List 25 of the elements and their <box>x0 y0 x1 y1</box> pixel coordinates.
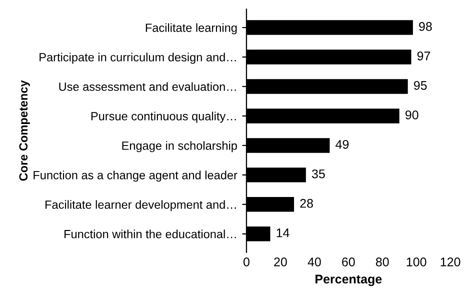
x-axis-title: Percentage <box>316 274 382 286</box>
x-tick-label: 80 <box>376 258 389 266</box>
y-tick-label: Function as a change agent and leader <box>34 170 238 182</box>
x-tick-label: 40 <box>308 258 321 266</box>
data-label: 14 <box>276 228 290 238</box>
y-tick-label: Facilitate learner development and… <box>46 200 236 212</box>
y-tick-label: Pursue continuous quality… <box>91 112 236 123</box>
data-label: 98 <box>419 22 432 31</box>
data-label: 90 <box>405 110 418 120</box>
data-label: 28 <box>300 198 313 208</box>
x-tick-label: 60 <box>342 258 355 266</box>
x-tick-label: 20 <box>274 258 287 266</box>
y-tick-label: Engage in scholarship <box>122 141 237 152</box>
x-tick-label: 120 <box>440 258 460 266</box>
data-label: 49 <box>336 140 349 149</box>
y-tick-label: Use assessment and evaluation… <box>59 82 236 91</box>
y-tick-label: Participate in curriculum design and… <box>40 52 236 64</box>
x-tick-label: 0 <box>243 258 250 266</box>
y-tick-label: Function within the educational… <box>64 230 236 238</box>
x-tick-label: 100 <box>406 258 426 266</box>
data-label: 35 <box>312 169 325 178</box>
data-label: 95 <box>414 81 427 90</box>
data-label: 97 <box>417 52 430 60</box>
y-axis-title: Core Competency <box>19 80 30 181</box>
y-tick-label: Facilitate learning <box>146 23 237 34</box>
